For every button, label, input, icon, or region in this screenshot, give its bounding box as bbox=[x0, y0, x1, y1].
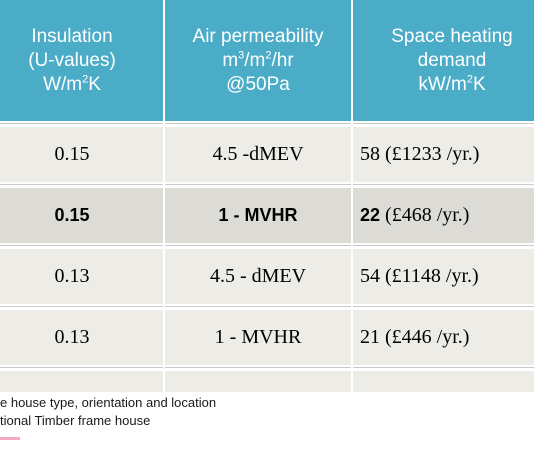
heating-value: 58 (£1233 /yr.) bbox=[360, 143, 480, 165]
cell-heating-demand: 22 (£468 /yr.) bbox=[352, 188, 469, 243]
row-separator bbox=[0, 182, 534, 188]
unit-text: m bbox=[222, 49, 239, 71]
cell-air-permeability: 4.5 -dMEV bbox=[212, 143, 304, 165]
header-air-permeability: Air permeability m3/m2/hr @50Pa bbox=[164, 0, 352, 121]
row-separator bbox=[0, 365, 534, 371]
cell-heating-demand: 58 (£1233 /yr.) bbox=[352, 127, 479, 182]
header-air-unit: m3/m2/hr bbox=[193, 49, 324, 73]
column-divider bbox=[163, 0, 165, 392]
unit-exponent: 2 bbox=[265, 49, 272, 62]
cell-u-value: 0.15 bbox=[54, 205, 90, 225]
header-space-heating: Space heating demand kW/m2K bbox=[352, 0, 534, 121]
header-heating-unit: kW/m2K bbox=[391, 73, 513, 97]
header-heating-line2: demand bbox=[417, 49, 487, 71]
heating-value: (£468 /yr.) bbox=[385, 204, 470, 226]
unit-text: /hr bbox=[271, 49, 294, 71]
cell-air-permeability: 1 - MVHR bbox=[218, 205, 298, 225]
results-table: Insulation (U-values) W/m2K Air permeabi… bbox=[0, 0, 534, 392]
cell-u-value: 0.15 bbox=[54, 143, 90, 165]
unit-text: /m bbox=[244, 49, 266, 71]
column-divider bbox=[351, 0, 353, 392]
header-air-line3: @50Pa bbox=[226, 73, 290, 95]
header-insulation-line1: Insulation bbox=[31, 25, 113, 47]
row-separator bbox=[0, 121, 534, 127]
table-row: 0.13 1 - MVHR 21 (£446 /yr.) bbox=[0, 310, 534, 365]
unit-text: kW/m bbox=[418, 73, 467, 95]
header-insulation-unit: W/m2K bbox=[28, 73, 116, 97]
unit-exponent: 3 bbox=[238, 49, 245, 62]
cell-heating-demand: 54 (£1148 /yr.) bbox=[352, 249, 479, 304]
decorative-mark bbox=[0, 437, 20, 440]
cell-u-value: 0.13 bbox=[54, 265, 90, 287]
table-header: Insulation (U-values) W/m2K Air permeabi… bbox=[0, 0, 534, 121]
cell-air-permeability: 4.5 - dMEV bbox=[209, 265, 307, 287]
row-separator bbox=[0, 243, 534, 249]
cell-air-permeability: 1 - MVHR bbox=[214, 326, 302, 348]
unit-exponent: 2 bbox=[466, 73, 473, 86]
table-row: 0.15 1 - MVHR 22 (£468 /yr.) bbox=[0, 188, 534, 243]
heating-value: 21 (£446 /yr.) bbox=[360, 326, 470, 348]
unit-text: K bbox=[88, 73, 101, 95]
heating-value: 54 (£1148 /yr.) bbox=[360, 265, 479, 287]
table-row: 0.15 4.5 -dMEV 58 (£1233 /yr.) bbox=[0, 127, 534, 182]
header-insulation-line2: (U-values) bbox=[28, 49, 116, 71]
table-row-partial bbox=[0, 371, 534, 392]
unit-text: W/m bbox=[43, 73, 83, 95]
cell-heating-demand: 21 (£446 /yr.) bbox=[352, 310, 469, 365]
heating-value-bold: 22 bbox=[360, 205, 381, 225]
note-line: e house type, orientation and location bbox=[0, 395, 217, 410]
row-separator bbox=[0, 304, 534, 310]
unit-text: K bbox=[472, 73, 486, 95]
note-line: tional Timber frame house bbox=[0, 413, 151, 428]
table-row: 0.13 4.5 - dMEV 54 (£1148 /yr.) bbox=[0, 249, 534, 304]
unit-exponent: 2 bbox=[82, 73, 89, 86]
header-air-line1: Air permeability bbox=[192, 25, 324, 47]
header-insulation: Insulation (U-values) W/m2K bbox=[0, 0, 164, 121]
header-heating-line1: Space heating bbox=[391, 25, 513, 47]
cell-u-value: 0.13 bbox=[54, 326, 90, 348]
